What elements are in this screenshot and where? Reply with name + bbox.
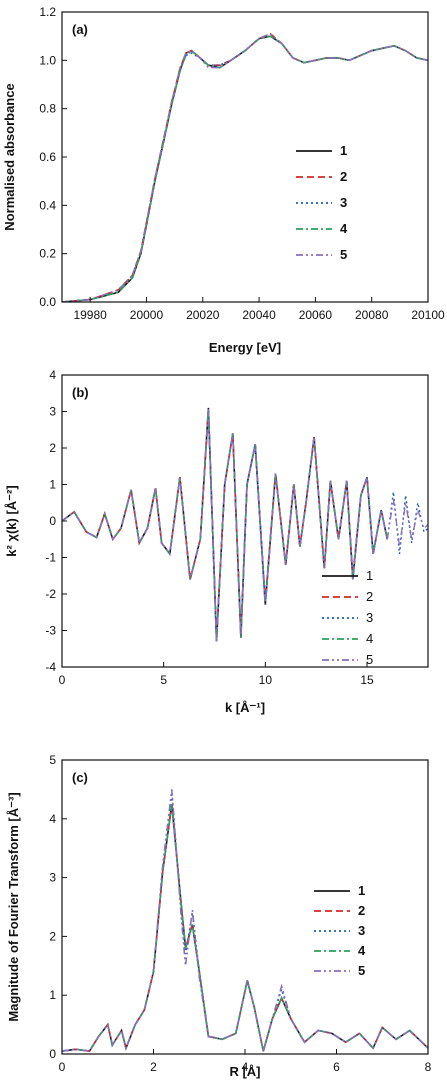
series-line-4	[62, 803, 428, 1052]
x-tick-label: 15	[360, 673, 374, 687]
y-tick-label: 0.6	[39, 150, 56, 164]
y-tick-label: 1	[49, 478, 56, 492]
y-tick-label: 1.2	[39, 5, 56, 19]
legend-label-3: 3	[358, 923, 365, 938]
chart-panel-1: 19980 20000 20020 20040 20060 20080 20100 0.0 0.…	[2, 5, 445, 355]
panel-label: (c)	[72, 770, 88, 785]
x-tick-label: 10	[259, 673, 273, 687]
y-tick-label: -1	[45, 551, 56, 565]
legend-label-1: 1	[366, 568, 373, 583]
x-tick-label: 0	[59, 1060, 66, 1074]
x-tick-label: 19980	[73, 308, 107, 322]
plot-frame	[61, 11, 429, 303]
y-tick-label: 3	[49, 871, 56, 885]
y-tick-label: 0.4	[39, 198, 56, 212]
legend-label-2: 2	[340, 169, 347, 184]
y-axis-title: k² χ(k) [Å⁻²]	[4, 485, 19, 556]
x-tick-label: 6	[333, 1060, 340, 1074]
series-line-1	[62, 803, 428, 1052]
x-tick-label: 4	[242, 1060, 249, 1074]
series-line-3	[62, 35, 428, 302]
series-line-3	[62, 792, 428, 1052]
y-tick-label: -3	[45, 624, 56, 638]
panel-label: (a)	[72, 22, 88, 37]
x-axis-title: R [Å]	[229, 1064, 260, 1079]
y-tick-label: 0.2	[39, 247, 56, 261]
legend: 1 2 3 4 5	[314, 883, 366, 978]
x-tick-label: 20020	[186, 308, 220, 322]
y-tick-label: 0.8	[39, 102, 56, 116]
series-line-2	[62, 411, 389, 638]
plot-frame	[61, 759, 429, 1055]
y-tick-label: 0.0	[39, 295, 56, 309]
legend-label-4: 4	[366, 631, 373, 646]
chart-panel-3: 0 2 4 6 8 0 1 2 3 4 5 R [Å] Magnitude of Fourier Tra…	[6, 753, 432, 1079]
series-line-5	[62, 407, 389, 642]
x-tick-label: 20000	[130, 308, 164, 322]
series-line-2	[62, 32, 428, 302]
legend: 1 2 3 4 5	[322, 568, 373, 667]
y-tick-label: 4	[49, 368, 56, 382]
y-tick-label: 2	[49, 929, 56, 943]
y-axis-title: Normalised absorbance	[2, 83, 17, 230]
legend-label-4: 4	[358, 943, 366, 958]
panel-label: (b)	[72, 385, 89, 400]
x-tick-label: 8	[425, 1060, 432, 1074]
y-tick-label: -2	[45, 587, 56, 601]
x-tick-label: 5	[160, 673, 167, 687]
x-tick-label: 0	[59, 673, 66, 687]
x-tick-label: 20080	[355, 308, 389, 322]
series-line-5	[62, 789, 428, 1052]
legend-label-5: 5	[340, 247, 347, 262]
y-tick-label: -4	[45, 660, 56, 674]
legend-label-2: 2	[366, 589, 373, 604]
y-tick-label: 2	[49, 441, 56, 455]
y-axis-title: Magnitude of Fourier Transform [Å⁻³]	[6, 792, 21, 1021]
x-axis-title: Energy [eV]	[209, 340, 281, 355]
x-axis-title: k [Å⁻¹]	[225, 700, 265, 715]
series-line-5	[62, 32, 428, 302]
series-line-4	[62, 35, 428, 302]
legend-label-5: 5	[366, 652, 373, 667]
legend-label-3: 3	[366, 610, 373, 625]
x-tick-label: 2	[150, 1060, 157, 1074]
series-line-2	[62, 803, 428, 1052]
series-line-4	[62, 407, 389, 642]
legend-label-5: 5	[358, 963, 365, 978]
series-line-1	[62, 35, 428, 302]
legend-label-3: 3	[340, 195, 347, 210]
series-line-1	[62, 407, 389, 642]
legend-label-1: 1	[358, 883, 365, 898]
legend-label-2: 2	[358, 903, 365, 918]
x-tick-label: 20040	[242, 308, 276, 322]
series-line-3	[62, 411, 389, 638]
x-tick-label: 20060	[299, 308, 333, 322]
legend-label-1: 1	[340, 143, 347, 158]
y-tick-label: 0	[49, 514, 56, 528]
y-tick-label: 3	[49, 405, 56, 419]
y-tick-label: 1	[49, 988, 56, 1002]
legend: 1 2 3 4 5	[296, 143, 348, 262]
y-tick-label: 1.0	[39, 53, 56, 67]
y-tick-label: 4	[49, 812, 56, 826]
series-tail-5	[386, 498, 428, 547]
y-tick-label: 5	[49, 753, 56, 767]
y-tick-label: 0	[49, 1047, 56, 1061]
legend-label-4: 4	[340, 221, 348, 236]
x-tick-label: 20100	[411, 308, 445, 322]
